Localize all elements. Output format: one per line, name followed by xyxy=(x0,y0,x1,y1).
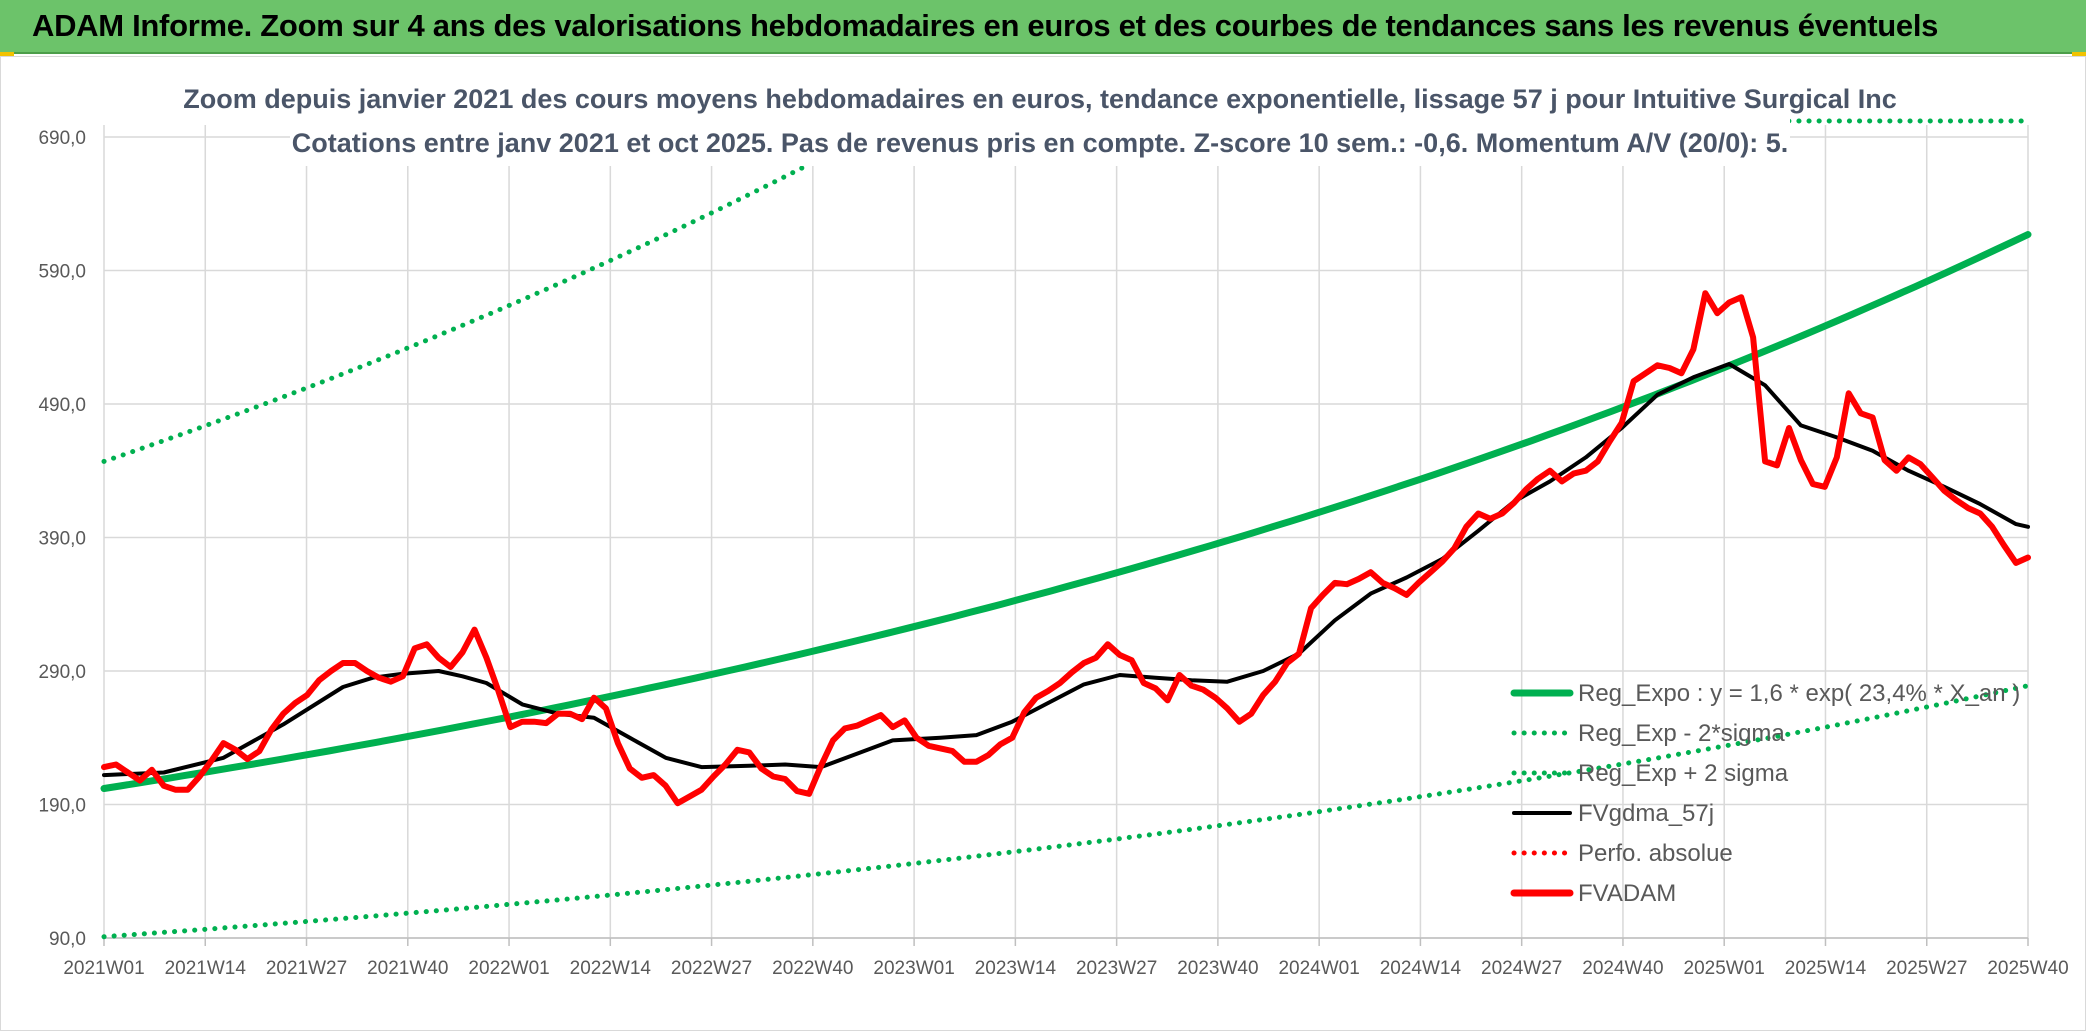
x-tick-label: 2023W27 xyxy=(1076,958,1157,979)
y-tick-label: 690,0 xyxy=(38,128,86,149)
report-title: ADAM Informe. Zoom sur 4 ans des valoris… xyxy=(32,8,1939,43)
fvadam-line xyxy=(101,290,2031,807)
x-tick-label: 2025W40 xyxy=(1987,958,2068,979)
y-tick-label: 490,0 xyxy=(38,395,86,416)
x-tick-label: 2021W40 xyxy=(367,958,448,979)
legend-label-3: FVgdma_57j xyxy=(1578,800,1714,827)
y-tick-label: 590,0 xyxy=(38,262,86,283)
x-tick-label: 2024W01 xyxy=(1278,958,1359,979)
x-tick-label: 2023W40 xyxy=(1177,958,1258,979)
x-axis-ticks: 2021W01 2021W14 2021W27 2021W40 2022W01 2022W… xyxy=(63,958,2068,979)
x-tick-label: 2023W01 xyxy=(873,958,954,979)
x-tick-label: 2024W27 xyxy=(1481,958,1562,979)
banner-corner-left xyxy=(0,52,14,57)
chart-title-line2: Cotations entre janv 2021 et oct 2025. P… xyxy=(292,128,1789,158)
legend-label-1: Reg_Exp - 2*sigma xyxy=(1578,720,1785,747)
title-background xyxy=(290,78,1790,166)
x-tick-label: 2024W40 xyxy=(1582,958,1663,979)
chart-title-line1: Zoom depuis janvier 2021 des cours moyen… xyxy=(183,84,1897,114)
banner-corner-right xyxy=(2072,52,2086,57)
x-tick-label: 2022W40 xyxy=(772,958,853,979)
x-tick-label: 2021W14 xyxy=(165,958,247,979)
x-tick-label: 2025W01 xyxy=(1684,958,1765,979)
legend-label-0: Reg_Expo : y = 1,6 * exp( 23,4% * X_an ) xyxy=(1578,680,2020,707)
fvgdma-line xyxy=(102,362,2030,778)
x-tick-label: 2021W27 xyxy=(266,958,347,979)
gridlines xyxy=(103,125,2029,946)
legend-label-4: Perfo. absolue xyxy=(1578,840,1733,867)
series-layer xyxy=(100,118,2032,940)
x-tick-label: 2024W14 xyxy=(1380,958,1462,979)
x-tick-label: 2025W14 xyxy=(1785,958,1867,979)
x-tick-label: 2022W27 xyxy=(671,958,752,979)
x-tick-label: 2021W01 xyxy=(63,958,144,979)
y-tick-label: 190,0 xyxy=(38,796,86,817)
x-tick-label: 2022W14 xyxy=(570,958,652,979)
legend-label-2: Reg_Exp + 2 sigma xyxy=(1578,760,1789,787)
reg-minus-2sigma-line xyxy=(101,683,2031,940)
y-tick-label: 290,0 xyxy=(38,662,86,683)
y-axis-ticks: 90,0 190,0 290,0 390,0 490,0 590,0 690,0 xyxy=(38,128,86,950)
reg-expo-line xyxy=(100,231,2032,792)
y-tick-label: 390,0 xyxy=(38,529,86,550)
reg-plus-2sigma-line xyxy=(101,163,808,464)
report-banner: ADAM Informe. Zoom sur 4 ans des valoris… xyxy=(0,0,2086,54)
y-tick-label: 90,0 xyxy=(49,929,86,950)
x-tick-label: 2025W27 xyxy=(1886,958,1967,979)
legend-label-5: FVADAM xyxy=(1578,880,1676,907)
x-tick-label: 2022W01 xyxy=(468,958,549,979)
x-tick-label: 2023W14 xyxy=(975,958,1057,979)
legend: Reg_Expo : y = 1,6 * exp( 23,4% * X_an )… xyxy=(1510,680,2020,907)
